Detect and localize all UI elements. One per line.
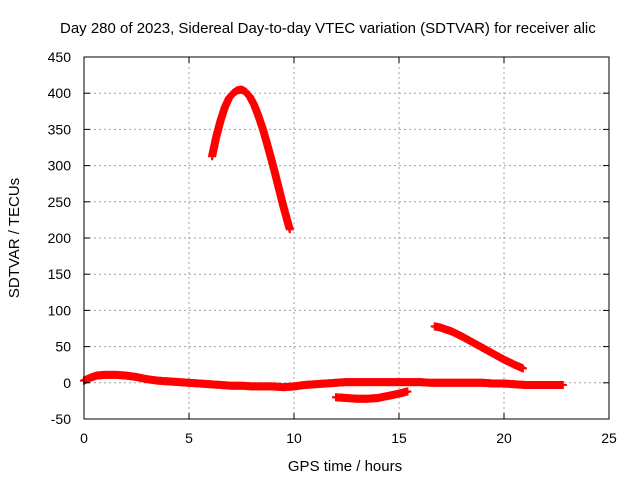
x-tick-label: 20 <box>496 430 512 446</box>
y-tick-label: 50 <box>55 339 71 355</box>
y-tick-label: -50 <box>51 411 71 427</box>
data-point <box>403 387 412 396</box>
series-descending <box>430 322 527 373</box>
data-points <box>80 85 567 403</box>
chart-title: Day 280 of 2023, Sidereal Day-to-day VTE… <box>60 20 596 37</box>
y-tick-label: 200 <box>48 230 72 246</box>
y-axis-label: SDTVAR / TECUs <box>6 178 23 298</box>
x-tick-label: 0 <box>80 430 88 446</box>
series-negative-dip <box>332 387 412 403</box>
series-baseline <box>80 370 567 392</box>
y-tick-label: 300 <box>48 158 72 174</box>
x-tick-label: 5 <box>185 430 193 446</box>
data-point <box>518 364 527 373</box>
y-tick-label: 450 <box>48 49 72 65</box>
y-tick-label: 250 <box>48 194 72 210</box>
y-tick-label: 0 <box>63 375 71 391</box>
data-point <box>285 225 294 234</box>
grid <box>84 57 609 419</box>
series-peak-arc <box>208 85 294 234</box>
y-tick-label: 400 <box>48 85 72 101</box>
x-tick-label: 15 <box>391 430 407 446</box>
y-tick-label: 150 <box>48 266 72 282</box>
x-tick-label: 25 <box>601 430 617 446</box>
x-axis-label: GPS time / hours <box>288 458 402 475</box>
y-tick-label: 100 <box>48 302 72 318</box>
axis-ticks: 0 5 10 15 20 25 -50 0 50 100 150 200 250 300 350 400 450 <box>48 49 617 446</box>
x-tick-label: 10 <box>286 430 302 446</box>
y-tick-label: 350 <box>48 121 72 137</box>
data-point <box>558 380 567 389</box>
